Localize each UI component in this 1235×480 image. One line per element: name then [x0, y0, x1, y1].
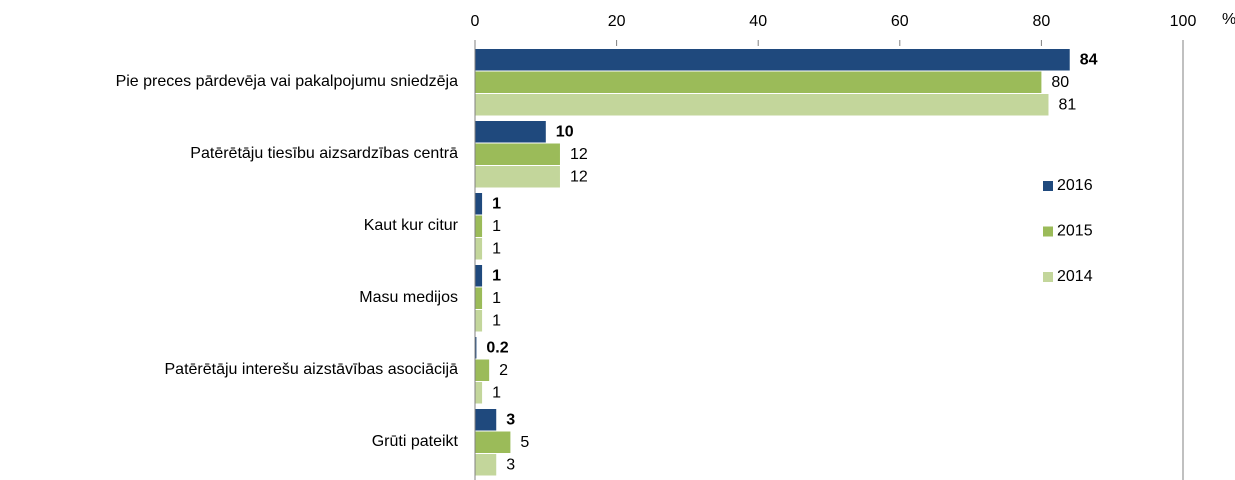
bar	[475, 359, 490, 381]
bar	[475, 166, 560, 188]
category-label: Patērētāju tiesību aizsardzības centrā	[190, 145, 458, 162]
value-label: 12	[570, 146, 588, 163]
x-tick-label: 20	[608, 13, 626, 30]
value-label: 1	[492, 218, 501, 235]
x-tick-label: 0	[471, 13, 480, 30]
bar	[475, 121, 546, 143]
x-tick-label: 80	[1033, 13, 1051, 30]
value-label: 3	[506, 456, 515, 473]
value-label: 5	[520, 434, 529, 451]
value-label: 80	[1051, 74, 1069, 91]
bar	[475, 431, 511, 453]
bar	[475, 49, 1070, 71]
bar	[475, 94, 1049, 116]
category-label: Grūti pateikt	[372, 433, 459, 450]
bar	[475, 265, 483, 287]
bar	[475, 310, 483, 332]
bar	[475, 287, 483, 309]
value-label: 81	[1058, 96, 1076, 113]
value-label: 3	[506, 411, 515, 428]
legend-label: 2014	[1057, 268, 1093, 285]
legend-swatch	[1043, 181, 1053, 191]
value-label: 84	[1080, 51, 1098, 68]
x-tick-label: 40	[749, 13, 767, 30]
bar	[475, 238, 483, 260]
bar	[475, 193, 483, 215]
value-label: 1	[492, 290, 501, 307]
x-tick-label: 60	[891, 13, 909, 30]
value-label: 1	[492, 267, 501, 284]
legend-label: 2015	[1057, 223, 1093, 240]
bar	[475, 454, 497, 476]
bar	[475, 409, 497, 431]
value-label: 2	[499, 362, 508, 379]
value-label: 1	[492, 312, 501, 329]
bar	[475, 71, 1042, 93]
value-label: 1	[492, 240, 501, 257]
legend-label: 2016	[1057, 177, 1093, 194]
bar	[475, 382, 483, 404]
value-label: 10	[556, 123, 574, 140]
bar	[475, 143, 560, 165]
value-label: 0.2	[486, 339, 508, 356]
category-label: Patērētāju interešu aizstāvības asociāci…	[165, 361, 459, 378]
category-label: Masu medijos	[359, 289, 458, 306]
value-label: 1	[492, 384, 501, 401]
value-label: 12	[570, 168, 588, 185]
x-tick-label: 100	[1170, 13, 1197, 30]
legend-swatch	[1043, 272, 1053, 282]
value-label: 1	[492, 195, 501, 212]
legend-swatch	[1043, 226, 1053, 237]
x-axis-unit: %	[1222, 11, 1235, 28]
bar	[475, 337, 477, 359]
bar	[475, 215, 483, 237]
category-label: Pie preces pārdevēja vai pakalpojumu sni…	[116, 73, 459, 90]
category-label: Kaut kur citur	[364, 217, 459, 234]
